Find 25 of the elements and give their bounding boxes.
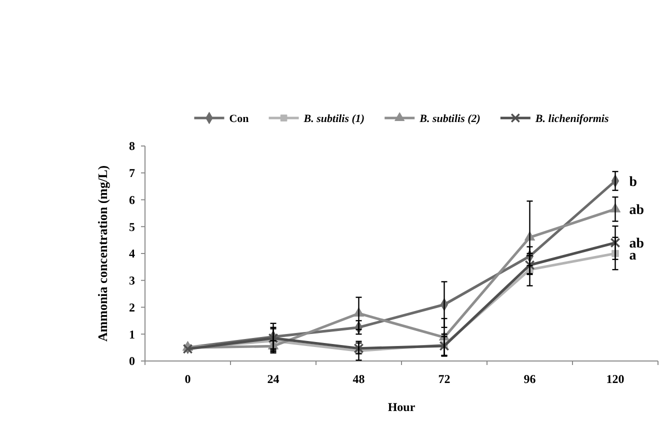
x-tick-label: 0 [184, 372, 191, 386]
annotation: b [629, 174, 638, 190]
y-tick-label: 4 [129, 246, 135, 261]
x-tick-label: 96 [524, 372, 536, 386]
x-tick-label: 120 [606, 372, 624, 386]
legend-label: Con [229, 112, 249, 125]
y-tick-label: 7 [129, 166, 135, 180]
y-tick-label: 1 [129, 327, 135, 342]
point [439, 340, 450, 351]
y-tick-label: 5 [129, 220, 135, 234]
x-axis-title: Hour [388, 400, 416, 414]
y-tick-label: 2 [129, 300, 135, 314]
x-tick-label: 72 [438, 372, 450, 386]
y-axis-title: Ammonia concentration (mg/L) [95, 165, 110, 342]
point [182, 344, 193, 354]
y-tick-label: 0 [129, 354, 135, 368]
x-tick-label: 48 [352, 372, 365, 386]
y-tick-label: 6 [129, 192, 135, 207]
y-tick-label: 3 [129, 274, 135, 288]
y-tick-label: 8 [129, 139, 135, 154]
legend-label: B. subtilis (2) [418, 112, 480, 125]
x-tick-label: 24 [267, 372, 280, 386]
legend-label: B. licheniformis [534, 112, 609, 125]
annotation: ab [629, 203, 644, 218]
legend-label: B. subtilis (1) [302, 112, 365, 125]
